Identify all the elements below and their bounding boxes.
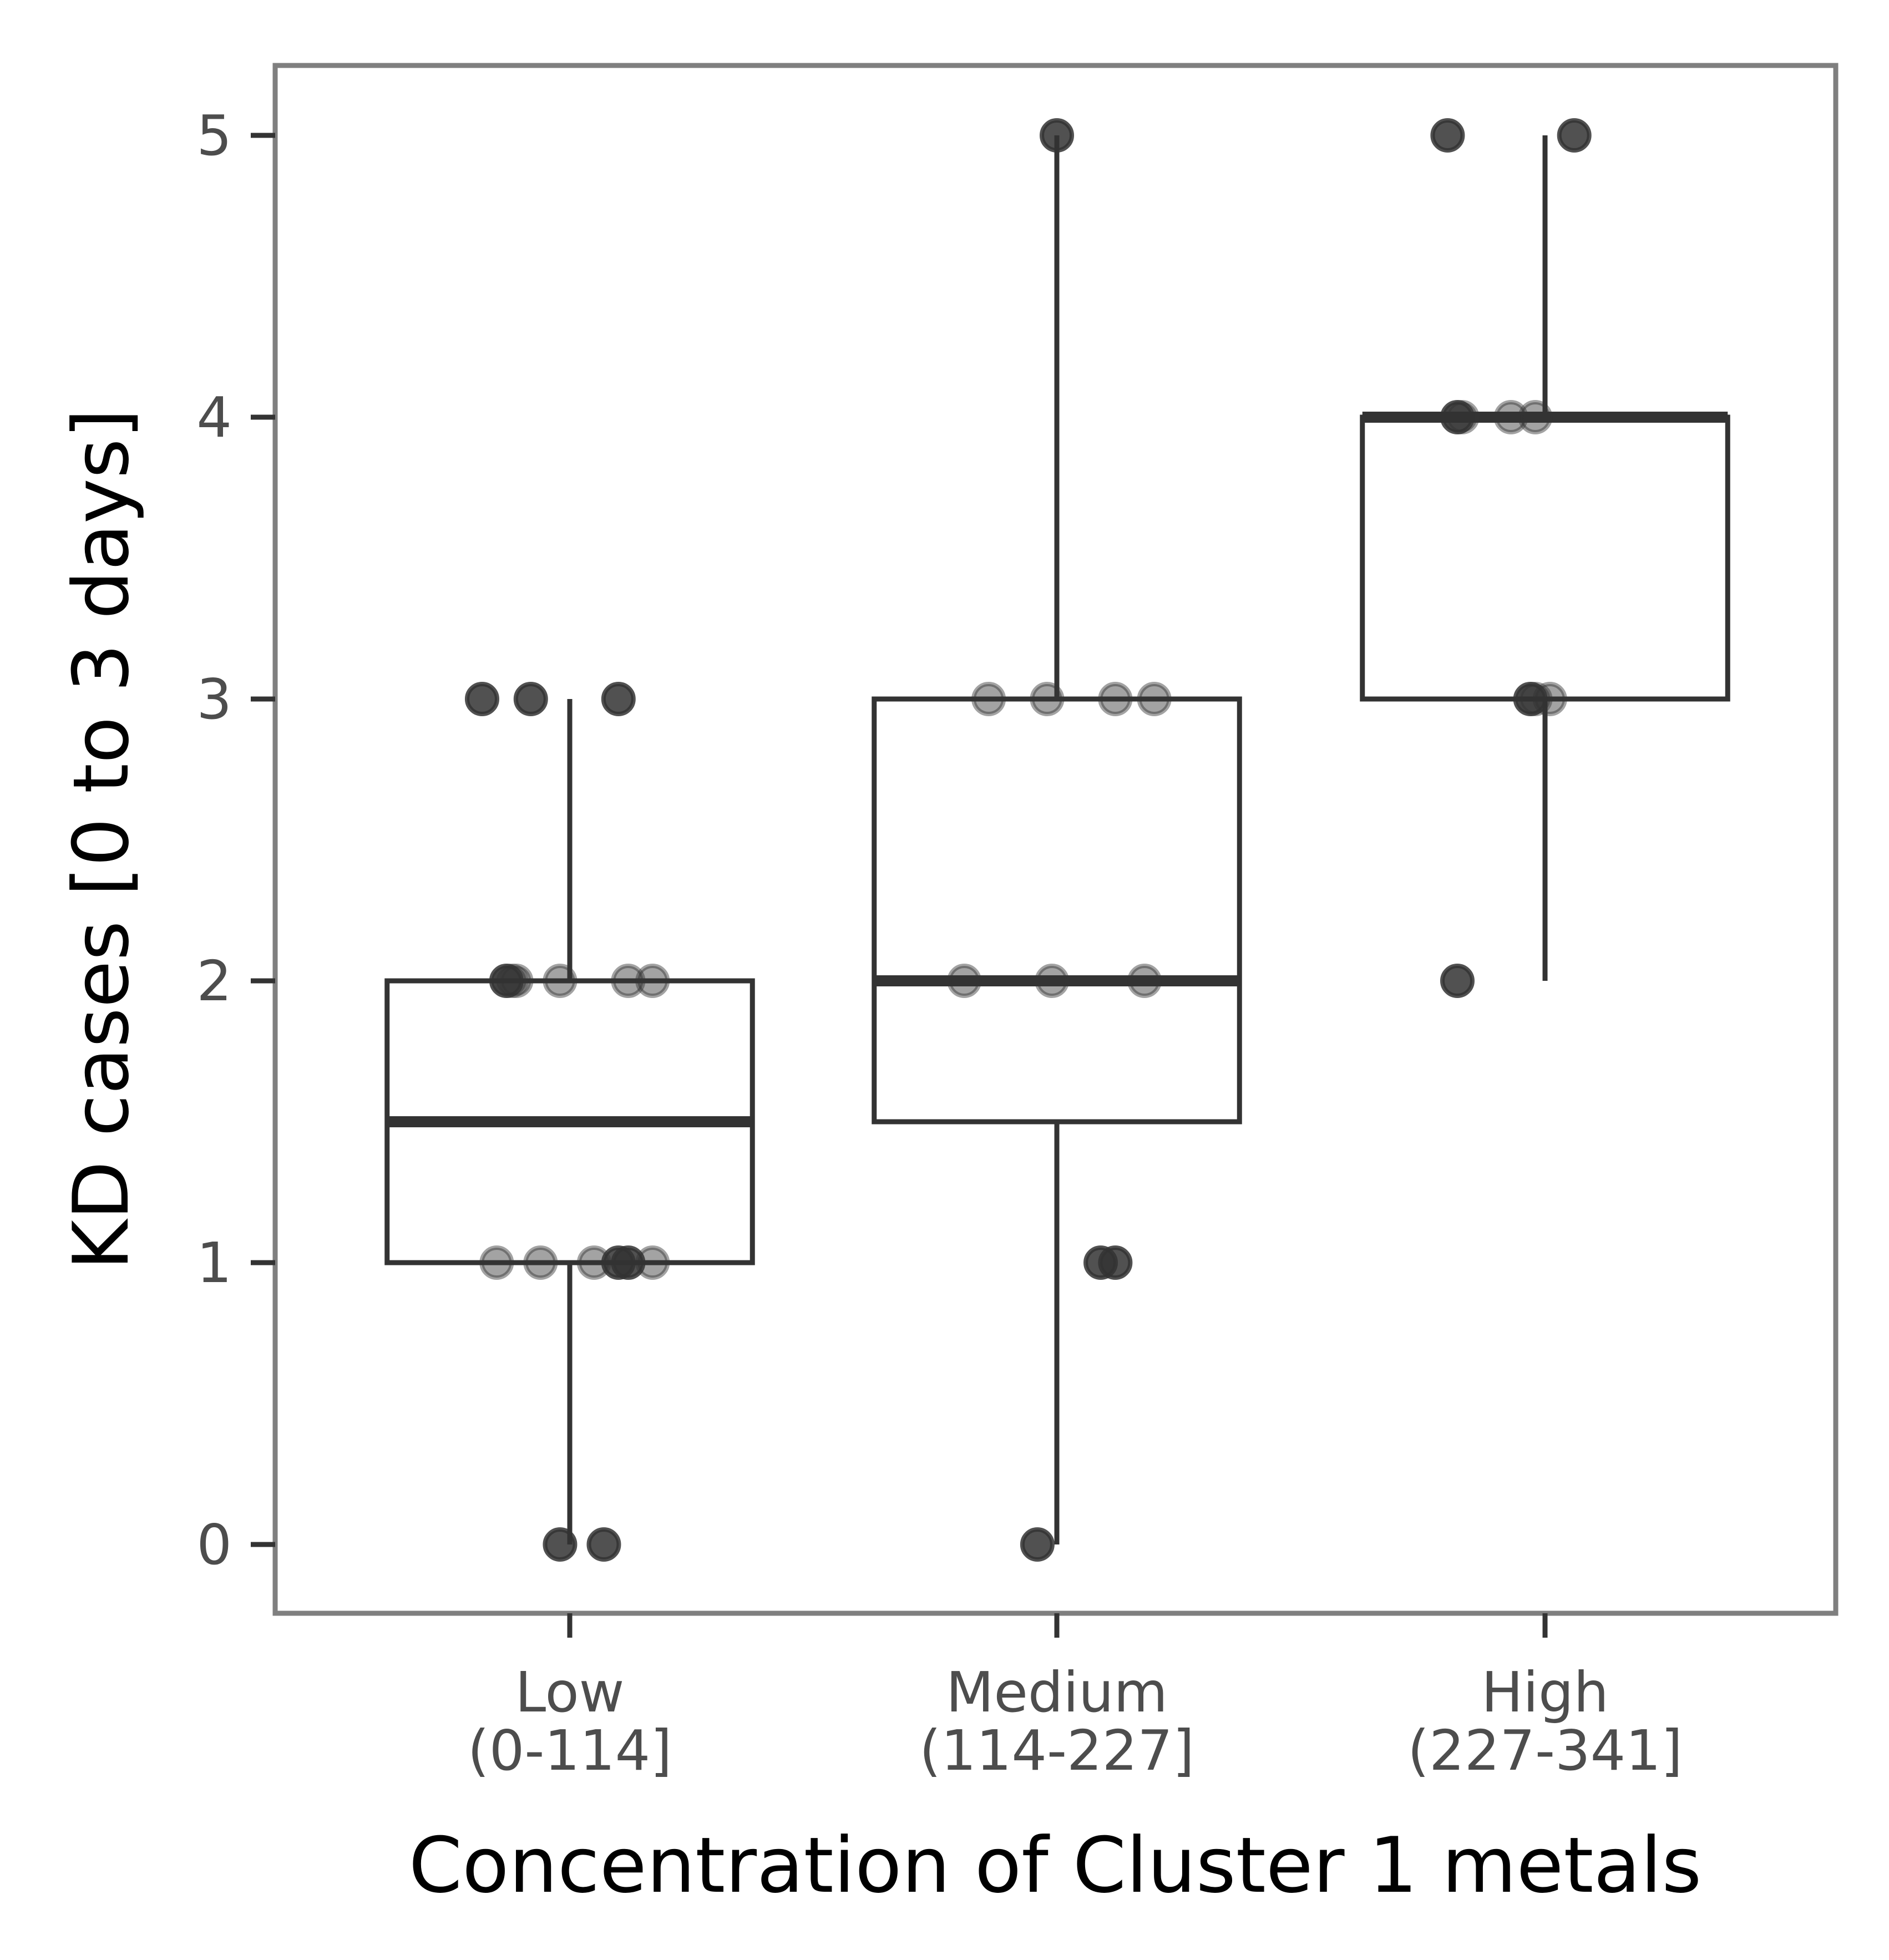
data-point <box>1493 400 1528 434</box>
data-point <box>543 1527 578 1562</box>
points-group-1 <box>464 682 670 1562</box>
data-point <box>1513 682 1548 716</box>
box-group-2 <box>872 135 1242 1544</box>
plot-marks <box>384 118 1730 1562</box>
data-point <box>1035 964 1070 998</box>
y-tick-label: 0 <box>196 1512 232 1577</box>
data-point <box>1440 964 1475 998</box>
y-tick-label: 1 <box>196 1230 232 1295</box>
data-point <box>1030 682 1065 716</box>
data-point <box>513 682 548 716</box>
y-tick-label: 3 <box>196 667 232 732</box>
data-point <box>1518 682 1553 716</box>
x-tick-label-line1: Medium <box>946 1660 1168 1725</box>
data-point <box>601 682 636 716</box>
data-point <box>489 964 524 998</box>
data-point <box>1040 118 1074 153</box>
data-point <box>1532 682 1567 716</box>
y-tick-label: 4 <box>196 385 232 450</box>
data-point <box>635 964 670 998</box>
x-tick-label-line2: (227-341] <box>1407 1718 1683 1783</box>
x-axis-title: Concentration of Cluster 1 metals <box>409 1821 1702 1910</box>
data-point <box>1518 400 1553 434</box>
data-point <box>1137 682 1172 716</box>
x-axis: Low(0-114] Medium(114-227] High(227-341] <box>468 1613 1683 1783</box>
data-point <box>947 964 982 998</box>
data-point <box>1445 400 1480 434</box>
box-iqr <box>872 696 1242 1125</box>
data-point <box>1127 964 1162 998</box>
data-point <box>611 1245 646 1280</box>
data-point <box>1557 118 1592 153</box>
data-point <box>1098 1245 1133 1280</box>
data-point <box>494 964 529 998</box>
data-point <box>635 1245 670 1280</box>
data-point <box>479 1245 514 1280</box>
data-point <box>1430 118 1465 153</box>
data-point <box>611 964 646 998</box>
data-point <box>971 682 1006 716</box>
data-point <box>523 1245 558 1280</box>
x-tick-label-line1: High <box>1481 1660 1609 1725</box>
data-point <box>1020 1527 1055 1562</box>
data-point <box>586 1527 621 1562</box>
x-tick-label-line1: Low <box>515 1660 625 1725</box>
x-tick-label-line2: (114-227] <box>919 1718 1194 1783</box>
x-tick-label-line2: (0-114] <box>468 1718 672 1783</box>
y-tick-label: 2 <box>196 949 232 1014</box>
data-point <box>499 964 534 998</box>
data-point <box>1098 682 1133 716</box>
data-point <box>543 964 578 998</box>
y-axis: 0 1 2 3 4 5 <box>196 103 275 1577</box>
y-axis-title: KD cases [0 to 3 days] <box>57 409 146 1270</box>
points-group-2 <box>947 118 1172 1562</box>
box-group-1 <box>384 699 755 1544</box>
y-tick-label: 5 <box>196 103 232 168</box>
points-group-3 <box>1430 118 1592 998</box>
data-point <box>1440 400 1475 434</box>
data-point <box>464 682 499 716</box>
